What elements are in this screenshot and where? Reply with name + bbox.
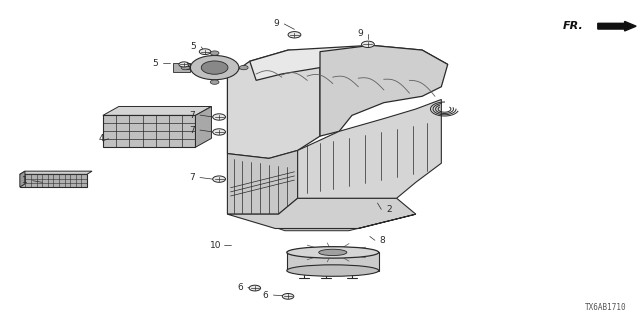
Text: 2: 2 (386, 205, 392, 214)
Polygon shape (250, 45, 448, 80)
Text: 6: 6 (237, 283, 243, 292)
Text: 7: 7 (189, 111, 195, 120)
Polygon shape (278, 214, 416, 231)
Polygon shape (227, 50, 320, 158)
Polygon shape (287, 252, 379, 270)
Circle shape (212, 129, 225, 135)
Text: 8: 8 (380, 236, 385, 245)
Circle shape (282, 293, 294, 299)
Text: 3: 3 (185, 63, 191, 72)
Text: FR.: FR. (563, 21, 584, 31)
Text: 10: 10 (210, 241, 221, 250)
Circle shape (179, 62, 189, 67)
Polygon shape (173, 63, 190, 72)
Text: 5: 5 (152, 59, 158, 68)
Polygon shape (103, 116, 195, 147)
Text: 9: 9 (357, 29, 363, 38)
Circle shape (181, 65, 190, 70)
Text: TX6AB1710: TX6AB1710 (585, 303, 627, 312)
Circle shape (212, 114, 225, 120)
Polygon shape (20, 174, 87, 187)
Text: 7: 7 (189, 125, 195, 134)
Polygon shape (20, 171, 92, 174)
Text: 6: 6 (263, 291, 269, 300)
Ellipse shape (287, 247, 379, 258)
Text: 7: 7 (189, 173, 195, 182)
Circle shape (199, 49, 211, 54)
Polygon shape (320, 45, 448, 136)
FancyArrow shape (598, 21, 636, 31)
Ellipse shape (287, 265, 379, 276)
Circle shape (239, 65, 248, 70)
Circle shape (190, 55, 239, 80)
Polygon shape (103, 107, 211, 116)
Text: 5: 5 (191, 42, 196, 52)
Ellipse shape (319, 249, 347, 256)
Circle shape (202, 61, 228, 74)
Circle shape (288, 32, 301, 38)
Text: 9: 9 (274, 20, 280, 28)
Polygon shape (195, 107, 211, 147)
Circle shape (211, 80, 219, 84)
Text: 4: 4 (98, 134, 104, 143)
Polygon shape (227, 150, 298, 214)
Text: 1: 1 (22, 176, 28, 185)
Circle shape (249, 285, 260, 291)
Circle shape (362, 41, 374, 48)
Circle shape (212, 176, 225, 182)
Polygon shape (298, 100, 442, 198)
Polygon shape (20, 171, 25, 187)
Polygon shape (227, 198, 416, 228)
Circle shape (211, 51, 219, 55)
